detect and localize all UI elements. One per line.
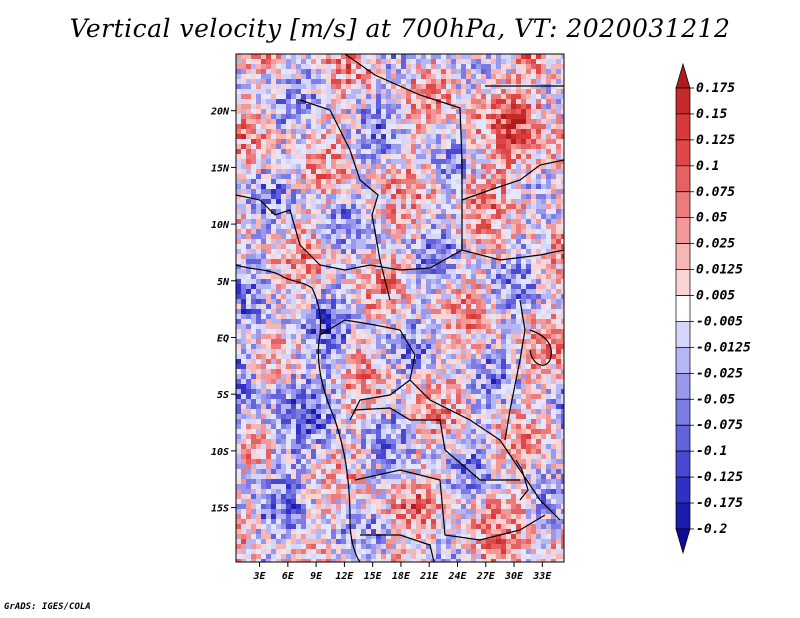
colorbar-label: 0.15 xyxy=(696,107,727,122)
colorbar-bin xyxy=(675,217,691,244)
colorbar-label: -0.0125 xyxy=(696,340,751,355)
colorbar-bin xyxy=(675,243,691,270)
colorbar: 0.175 0.15 0.125 0.1 0.075 0.05 0.025 0.0125 0.0… xyxy=(675,62,751,555)
x-tick-label: 33E xyxy=(532,571,552,582)
colorbar-label: -0.175 xyxy=(696,496,743,511)
x-axis: 3E 6E 9E 12E 15E 18E 21E 24E 27E 30E 33E xyxy=(253,562,552,582)
colorbar-label: 0.075 xyxy=(696,185,735,200)
colorbar-bin xyxy=(675,191,691,219)
colorbar-label: 0.05 xyxy=(696,211,727,226)
x-tick-label: 6E xyxy=(282,571,295,582)
colorbar-bin xyxy=(675,295,691,322)
colorbar-bin xyxy=(675,321,691,348)
colorbar-bin xyxy=(675,398,691,426)
colorbar-label: 0.025 xyxy=(696,237,735,252)
y-tick-label: 20N xyxy=(210,107,230,118)
colorbar-label: 0.1 xyxy=(696,159,719,174)
colorbar-bin xyxy=(675,424,691,452)
x-tick-label: 30E xyxy=(504,571,524,582)
colorbar-label: 0.125 xyxy=(696,133,735,148)
x-tick-label: 12E xyxy=(335,571,354,582)
colorbar-label: -0.1 xyxy=(696,444,727,459)
colorbar-label: -0.075 xyxy=(696,418,743,433)
colorbar-bin xyxy=(675,139,691,167)
chart-title: Vertical velocity [m/s] at 700hPa, VT: 2… xyxy=(69,14,731,43)
x-tick-label: 24E xyxy=(447,571,467,582)
x-tick-label: 18E xyxy=(392,571,411,582)
colorbar-label: -0.025 xyxy=(696,366,743,381)
y-axis: 20N 15N 10N 5N EQ 5S 10S 15S xyxy=(210,107,236,515)
y-tick-label: 5N xyxy=(217,277,230,288)
colorbar-bin xyxy=(675,87,691,115)
colorbar-label: -0.2 xyxy=(696,522,727,537)
colorbar-label: 0.0125 xyxy=(696,263,743,278)
x-tick-label: 21E xyxy=(419,571,439,582)
y-tick-label: 15S xyxy=(211,504,229,515)
velocity-field xyxy=(236,54,564,562)
y-tick-label: 15N xyxy=(211,163,230,174)
grads-credit: GrADS: IGES/COLA xyxy=(4,602,91,612)
y-tick-label: 10S xyxy=(211,447,229,458)
colorbar-label: 0.005 xyxy=(696,289,735,304)
y-tick-label: 10N xyxy=(211,220,230,231)
colorbar-bin xyxy=(675,502,691,530)
map-frame xyxy=(235,53,565,563)
y-tick-label: EQ xyxy=(217,333,229,344)
x-tick-label: 27E xyxy=(476,571,496,582)
colorbar-bin xyxy=(675,528,691,555)
colorbar-bin xyxy=(675,450,691,478)
colorbar-bin xyxy=(675,62,691,89)
x-tick-label: 3E xyxy=(253,571,267,582)
x-tick-label: 15E xyxy=(364,571,383,582)
colorbar-bin xyxy=(675,372,691,400)
colorbar-label: -0.005 xyxy=(696,314,743,329)
colorbar-bin xyxy=(675,113,691,141)
colorbar-label: 0.175 xyxy=(696,81,735,96)
y-tick-label: 5S xyxy=(217,390,229,401)
colorbar-bin xyxy=(675,165,691,193)
country-borders xyxy=(236,54,564,562)
colorbar-label: -0.125 xyxy=(696,470,743,485)
colorbar-label: -0.05 xyxy=(696,392,735,407)
colorbar-bin xyxy=(675,269,691,296)
colorbar-bin xyxy=(675,476,691,504)
colorbar-bin xyxy=(675,347,691,374)
x-tick-label: 9E xyxy=(310,571,323,582)
